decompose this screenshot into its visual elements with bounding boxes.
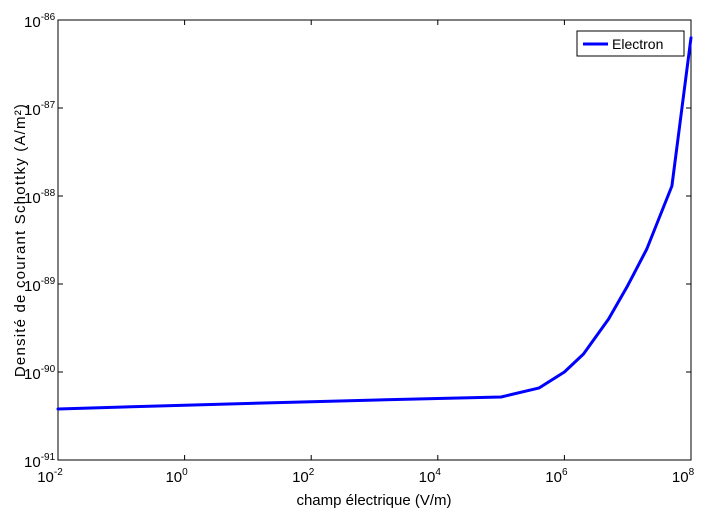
x-tick-label: 102 xyxy=(292,467,315,486)
y-tick-label: 10-90 xyxy=(24,364,56,383)
x-tick-label: 108 xyxy=(672,467,695,486)
y-tick-label: 10-86 xyxy=(24,12,56,31)
x-tick-label: 106 xyxy=(545,467,568,486)
y-axis-title: Densité de courant Schottky (A/m²) xyxy=(12,103,29,377)
y-tick-label: 10-91 xyxy=(24,452,56,471)
y-tick-label: 10-87 xyxy=(24,100,56,119)
x-axis-title: champ électrique (V/m) xyxy=(296,492,451,509)
legend: Electron xyxy=(576,30,685,57)
x-tick-label: 100 xyxy=(165,467,188,486)
x-tick-label: 10-2 xyxy=(37,467,63,486)
axis-ticks xyxy=(57,19,692,461)
plot-area xyxy=(57,19,692,461)
axis-tick-labels: 10-2 100 102 104 106 108 10-91 10-90 10-89 10-88 1… xyxy=(24,12,695,486)
y-tick-label: 10-89 xyxy=(24,276,56,295)
legend-label-electron: Electron xyxy=(612,36,663,52)
series-line-electron xyxy=(56,36,693,411)
x-tick-label: 104 xyxy=(419,467,442,486)
y-tick-label: 10-88 xyxy=(24,188,56,207)
series-group xyxy=(56,36,693,411)
